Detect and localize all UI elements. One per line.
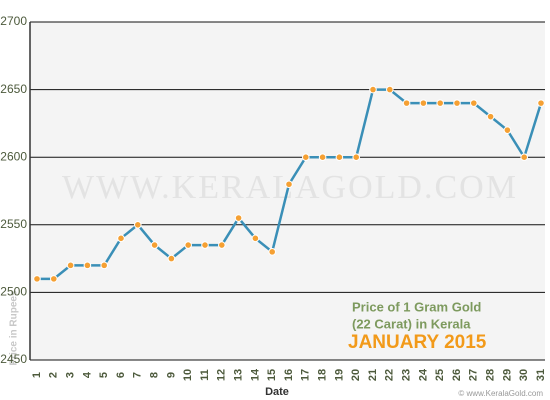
x-tick-label: 31 (535, 369, 547, 381)
y-tick-label: 2500 (0, 285, 27, 299)
x-tick-label: 17 (300, 369, 312, 381)
marker (100, 261, 108, 270)
x-tick-label: 26 (451, 369, 463, 381)
y-tick-label: 2700 (0, 14, 27, 28)
marker (436, 99, 445, 107)
y-tick-label: 2650 (0, 82, 27, 96)
marker (251, 234, 260, 243)
x-tick-label: 14 (249, 368, 261, 381)
marker (402, 99, 411, 107)
x-tick-label: 1 (31, 372, 43, 378)
marker (218, 241, 226, 249)
y-axis-label: Price in Rupees (9, 290, 20, 365)
marker (285, 180, 293, 189)
marker (369, 85, 377, 94)
marker (268, 248, 277, 256)
marker (66, 261, 75, 270)
marker (201, 241, 209, 249)
x-tick-label: 19 (333, 369, 345, 381)
marker (419, 99, 428, 107)
annotation: (22 Carat) in Kerala (352, 316, 471, 331)
x-tick-label: 30 (518, 369, 530, 381)
marker (150, 241, 159, 249)
annotation: JANUARY 2015 (348, 332, 487, 353)
x-tick-label: 22 (384, 369, 396, 381)
marker (134, 221, 142, 229)
annotation: Price of 1 Gram Gold (352, 299, 481, 314)
x-tick-label: 6 (115, 372, 127, 378)
credit: © www.KeralaGold.com (458, 389, 543, 398)
y-tick-label: 2450 (0, 352, 27, 366)
marker (50, 275, 58, 283)
marker (352, 153, 361, 161)
x-tick-label: 7 (132, 372, 144, 378)
marker (386, 85, 394, 94)
marker (234, 214, 243, 222)
y-tick-label: 2600 (0, 149, 27, 163)
x-tick-label: 8 (149, 372, 161, 378)
x-tick-label: 10 (182, 369, 194, 381)
marker (453, 99, 461, 107)
marker (335, 153, 344, 161)
x-tick-label: 16 (283, 369, 295, 381)
marker (318, 153, 327, 161)
marker (470, 99, 478, 107)
marker (486, 112, 495, 121)
x-tick-label: 28 (485, 369, 497, 381)
x-tick-label: 23 (401, 369, 413, 381)
marker (520, 153, 529, 161)
x-tick-label: 20 (350, 369, 362, 381)
x-tick-label: 18 (317, 369, 329, 381)
x-tick-label: 3 (65, 372, 77, 378)
x-tick-label: 25 (434, 369, 446, 381)
x-tick-label: 12 (216, 369, 228, 381)
marker (83, 261, 92, 270)
marker (503, 126, 512, 134)
marker (302, 153, 310, 161)
marker (184, 241, 192, 249)
x-tick-label: 5 (98, 372, 110, 378)
marker (33, 275, 41, 283)
x-tick-label: 4 (81, 371, 93, 378)
x-tick-label: 15 (266, 369, 278, 381)
x-tick-label: 9 (165, 372, 177, 378)
marker (537, 99, 545, 107)
y-tick-label: 2550 (0, 217, 27, 231)
x-tick-label: 24 (417, 368, 429, 381)
marker (117, 234, 125, 243)
x-axis-label: Date (265, 386, 289, 398)
x-tick-label: 21 (367, 369, 379, 381)
marker (167, 254, 176, 263)
x-tick-label: 11 (199, 369, 211, 381)
x-tick-label: 13 (233, 369, 245, 381)
x-tick-label: 29 (501, 369, 513, 381)
x-tick-label: 2 (48, 372, 60, 378)
x-tick-label: 27 (468, 369, 480, 381)
